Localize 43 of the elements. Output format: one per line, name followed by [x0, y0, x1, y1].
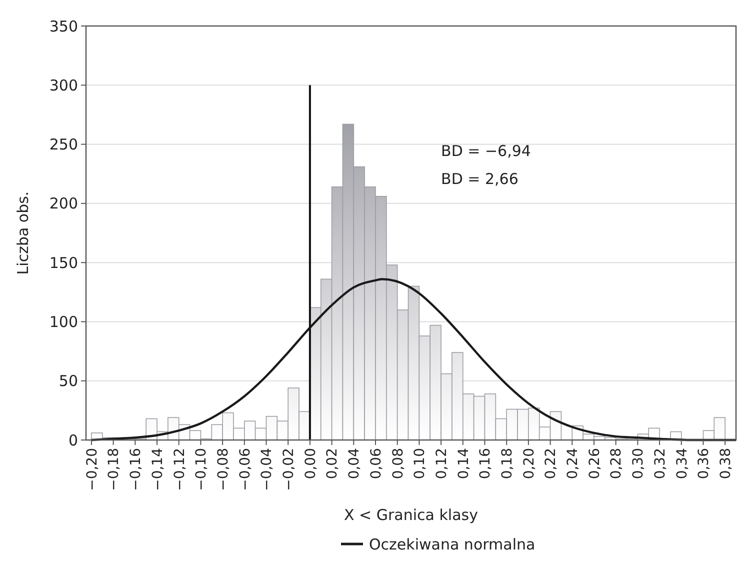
x-tick-label: 0,28	[608, 448, 625, 480]
x-tick-label: −0,12	[172, 448, 188, 491]
x-tick-label: −0,08	[215, 448, 232, 491]
x-tick-label: 0,12	[434, 448, 450, 480]
y-tick-label: 0	[68, 431, 78, 450]
x-tick-label: 0,06	[368, 448, 384, 480]
x-tick-label: −0,20	[84, 448, 100, 491]
x-tick-label: 0,02	[324, 448, 341, 480]
x-tick-label: 0,26	[586, 448, 603, 480]
y-tick-label: 300	[49, 76, 78, 94]
x-tick-label: −0,10	[194, 448, 210, 491]
x-tick-label: 0,22	[543, 448, 560, 480]
x-tick-label: 0,18	[499, 448, 516, 480]
x-tick-label: 0,38	[718, 448, 734, 480]
x-tick-label: −0,16	[128, 448, 144, 491]
y-tick-label: 100	[49, 312, 78, 331]
y-tick-label: 250	[49, 136, 78, 154]
x-tick-label: 0,30	[630, 448, 647, 480]
x-tick-label: 0,16	[478, 448, 494, 480]
x-tick-label: −0,14	[150, 448, 166, 491]
x-tick-label: 0,08	[390, 448, 406, 480]
x-tick-label: 0,14	[456, 448, 472, 480]
x-tick-label: −0,04	[259, 448, 276, 491]
x-tick-label: 0,00	[302, 448, 319, 480]
annotation: BD = 2,66	[441, 170, 518, 188]
x-tick-label: 0,32	[652, 448, 668, 480]
x-tick-label: 0,34	[674, 448, 690, 480]
legend-label: Oczekiwana normalna	[369, 535, 536, 554]
x-tick-label: 0,36	[696, 448, 712, 480]
x-tick-label: −0,18	[106, 448, 122, 491]
y-tick-label: 150	[49, 254, 78, 272]
y-tick-label: 50	[58, 372, 78, 390]
x-tick-label: 0,10	[412, 448, 428, 480]
y-tick-label: 350	[49, 17, 78, 36]
x-tick-label: 0,04	[346, 448, 363, 480]
x-tick-label: −0,06	[237, 448, 254, 491]
x-tick-label: −0,02	[281, 448, 297, 491]
x-axis-title: X < Granica klasy	[344, 506, 478, 524]
y-axis-title: Liczba obs.	[14, 191, 32, 275]
x-tick-label: 0,24	[565, 448, 582, 480]
y-tick-label: 200	[49, 194, 78, 213]
x-tick-label: 0,20	[521, 448, 538, 480]
annotation: BD = −6,94	[441, 142, 531, 160]
